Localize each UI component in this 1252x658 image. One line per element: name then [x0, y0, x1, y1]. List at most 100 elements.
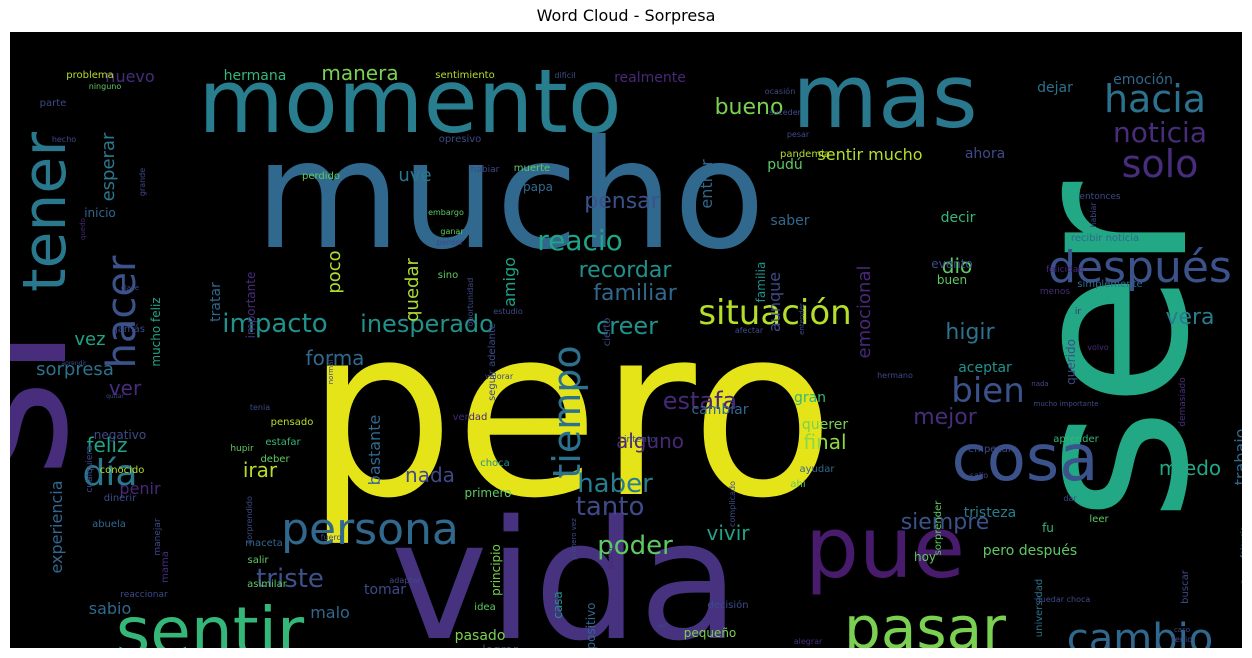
word-pasado: pasado [455, 628, 506, 644]
word-recordar: recordar [579, 258, 673, 283]
word-dejar: dejar [1037, 80, 1073, 96]
word-importante: importante [244, 272, 258, 339]
word-higir: higir [945, 320, 995, 345]
word-ahí: ahí [790, 478, 806, 490]
word-universidad: universidad [1034, 579, 1045, 637]
word-poco: poco [324, 250, 345, 293]
word-mucho: mucho [255, 109, 766, 283]
word-persona: persona [281, 504, 459, 555]
word-vez: vez [74, 329, 105, 350]
word-pero-después: pero después [983, 543, 1077, 559]
word-mas: mas [792, 45, 978, 148]
word-familia: familia [754, 262, 768, 303]
word-afectar: afectar [735, 326, 764, 335]
word-principio: principio [489, 544, 503, 596]
word-pandemia: pandemia [780, 149, 830, 160]
word-menos: menos [1040, 287, 1071, 297]
word-habiar: habiar [471, 165, 500, 175]
word-sentir: sentir [116, 593, 305, 648]
word-pequeño: pequeño [684, 626, 737, 640]
word-parte: parte [40, 98, 67, 109]
word-vera: vera [1165, 305, 1214, 330]
word-estafa: estafa [663, 387, 738, 415]
word-experiencia: experiencia [47, 480, 66, 573]
word-dinerir: dinerir [104, 493, 138, 504]
word-sentimiento: sentimiento [435, 70, 494, 81]
word-querer: querer [802, 417, 848, 433]
word-quedo: quedo [79, 218, 87, 240]
word-felicidad: felicidad [1046, 265, 1084, 275]
word-ir: ir [1075, 307, 1082, 317]
word-gran: gran [794, 390, 826, 406]
word-faleucio: faleucio [1239, 526, 1242, 558]
word-embargo: embargo [428, 208, 464, 217]
word-miedo: miedo [1159, 456, 1221, 480]
word-emocional: emocional [854, 266, 875, 359]
word-creer: creer [596, 312, 658, 340]
word-sí: sí [10, 321, 110, 478]
word-forma: forma [306, 346, 365, 370]
word-primero-vez: primero vez [570, 518, 578, 560]
word-salio: salio [970, 471, 989, 480]
word-entonces: entonces [1079, 192, 1120, 202]
word-ayudar: ayudar [800, 464, 836, 475]
word-pensar: pensar [584, 189, 660, 214]
word-bueno: bueno [715, 95, 784, 120]
word-grande: grande [138, 168, 147, 196]
word-estudio: estudio [493, 307, 523, 316]
word-asimilar: asimilar [247, 579, 288, 590]
word-valorar: valorar [485, 372, 514, 381]
word-cloud-panel: pero mucho ser vida sí momento mas pue sentir cos… [10, 32, 1242, 648]
word-amigo: amigo [500, 257, 519, 307]
word-pero: pero [306, 277, 835, 550]
word-sorpresa: sorpresa [36, 359, 114, 380]
word-ser: ser [981, 181, 1237, 522]
word-complicado: complicado [728, 481, 737, 527]
word-tenia: tenia [250, 403, 270, 412]
word-buen: buen [937, 273, 967, 287]
word-después: después [1048, 242, 1232, 293]
word-hecho: hecho [52, 135, 76, 144]
word-alguien: alguien [1241, 573, 1242, 587]
word-alguno: alguno [616, 429, 684, 453]
word-entrar: entrar [697, 159, 716, 209]
word-ninguno: ninguno [89, 82, 122, 91]
word-dio: dio [942, 254, 973, 278]
word-penir: penir [119, 479, 161, 498]
word-vida: vida [390, 485, 739, 648]
word-buscar: buscar [1180, 569, 1191, 604]
word-caso: caso [1174, 626, 1190, 634]
word-opresivo: opresivo [439, 134, 482, 145]
cloud-background [10, 32, 1242, 648]
word-entender: entender [798, 303, 806, 335]
word-nada: nada [405, 463, 455, 487]
word-gustar: gustar [607, 547, 615, 570]
word-maceta: maceta [245, 538, 283, 549]
word-reacio: reacio [537, 224, 623, 257]
word-hoy: hoy [914, 550, 936, 564]
word-oportunidad: oportunidad [466, 278, 475, 327]
word-hacer: hacer [99, 255, 145, 368]
word-casa: casa [551, 591, 565, 619]
word-cualquiera: cualquiera [85, 445, 95, 492]
word-impacto: impacto [222, 309, 327, 339]
chart-title: Word Cloud - Sorpresa [536, 6, 716, 25]
word-quedar-choca: quedar choca [1036, 595, 1091, 604]
word-cambio: cambio [1067, 616, 1213, 648]
word-tiempo: tiempo [545, 345, 589, 478]
word-inicio: inicio [84, 206, 116, 220]
word-ahora: ahora [965, 146, 1005, 162]
word-negativo: negativo [94, 428, 146, 442]
word-cierto: cierto [602, 318, 613, 347]
word-fu: fu [1042, 521, 1054, 535]
word-papa: papa [523, 180, 553, 194]
word-haber: haber [577, 469, 653, 499]
word-difícil: difícil [554, 71, 575, 80]
word-noticia: noticia [1113, 116, 1207, 149]
word-tanto: tanto [576, 492, 645, 522]
word-alegrar: alegrar [794, 637, 823, 646]
word-hupir: hupir [230, 444, 254, 454]
word-mucho-feliz: mucho feliz [149, 297, 163, 366]
word-mucho-importante: mucho importante [1034, 400, 1099, 408]
